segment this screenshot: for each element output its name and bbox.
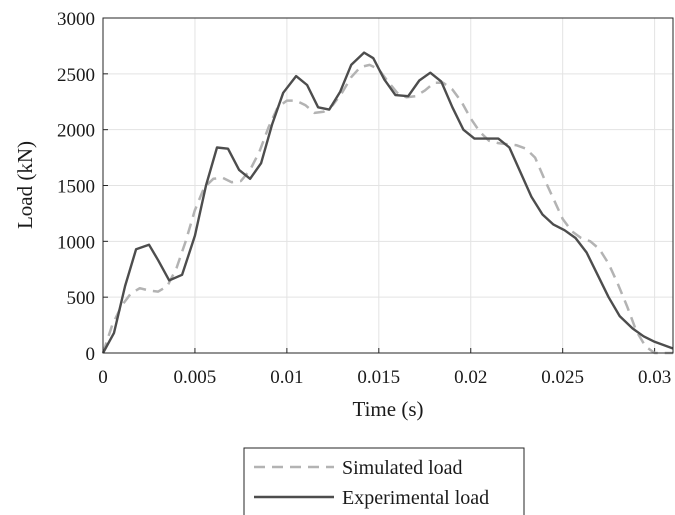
x-tick-labels: 0 0.005 0.01 0.015 0.02 0.025 0.03 [98, 367, 671, 388]
x-tick-label: 0.015 [357, 367, 400, 388]
x-tick-label: 0.01 [270, 367, 303, 388]
x-tick-label: 0.02 [454, 367, 487, 388]
plot-frame [102, 17, 674, 354]
series-layer [101, 51, 674, 355]
legend: Simulated load Experimental load [243, 447, 525, 515]
y-tick-label: 2500 [57, 65, 95, 86]
x-tick-label: 0.005 [174, 367, 217, 388]
legend-box [243, 447, 525, 515]
legend-label-simulated: Simulated load [342, 457, 463, 479]
y-tick-label: 500 [67, 288, 96, 309]
x-axis-label: Time (s) [353, 397, 424, 421]
y-axis-label: Load (kN) [13, 141, 37, 229]
y-tick-labels: 0 500 1000 1500 2000 2500 3000 [57, 9, 95, 365]
y-tick-label: 3000 [57, 9, 95, 30]
x-tick-label: 0.025 [541, 367, 584, 388]
y-tick-label: 0 [86, 344, 96, 365]
x-tick-label: 0.03 [638, 367, 671, 388]
series-line-experimental-load [101, 51, 674, 354]
y-tick-label: 2000 [57, 121, 95, 142]
y-tick-label: 1000 [57, 232, 95, 253]
x-tick-label: 0 [98, 367, 108, 388]
y-tick-label: 1500 [57, 177, 95, 198]
legend-label-experimental: Experimental load [342, 487, 489, 509]
